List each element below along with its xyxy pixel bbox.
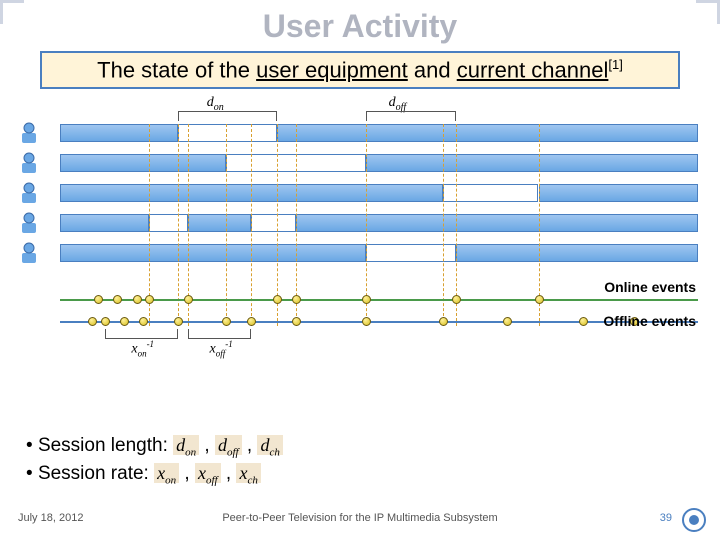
online-segment: [539, 184, 699, 202]
offline-segment: [251, 214, 296, 232]
event-dot: [184, 295, 193, 304]
timeline-rows: [0, 121, 720, 265]
math-term: dch: [257, 435, 282, 455]
event-dot: [145, 295, 154, 304]
user-icon: [18, 181, 40, 210]
offline-segment: [443, 184, 539, 202]
bullet-text: Session length:: [38, 435, 168, 456]
online-segment: [60, 154, 226, 172]
timeline-row: [0, 151, 720, 175]
timeline-row: [0, 211, 720, 235]
event-dot: [503, 317, 512, 326]
event-dot: [439, 317, 448, 326]
projection-line: [443, 124, 444, 326]
bullet-item: Session rate: xon , xoff , xch: [26, 463, 283, 487]
timeline-row: [0, 121, 720, 145]
projection-line: [251, 124, 252, 326]
event-dot: [362, 295, 371, 304]
math-term: doff: [215, 435, 242, 455]
offline-segment: [178, 124, 277, 142]
corner-decoration-tl: [0, 0, 24, 24]
event-dot: [88, 317, 97, 326]
interval-label: xoff-1: [210, 339, 233, 358]
timeline-track: [60, 154, 698, 172]
d-off-bracket: [366, 111, 455, 121]
d-on-bracket: [178, 111, 277, 121]
bullet-text: Session rate:: [38, 463, 149, 484]
projection-line: [178, 124, 179, 326]
event-dot: [362, 317, 371, 326]
footer-page-number: 39: [660, 512, 672, 524]
bullet-item: Session length: don , doff , dch: [26, 435, 283, 459]
subtitle-citation: [1]: [608, 57, 622, 72]
online-segment: [366, 154, 698, 172]
event-dot: [94, 295, 103, 304]
online-segment: [296, 214, 698, 232]
timeline-row: [0, 181, 720, 205]
timeline-track: [60, 244, 698, 262]
timeline-track: [60, 124, 698, 142]
corner-decoration-tr: [696, 0, 720, 24]
interval-label: xon-1: [131, 339, 154, 358]
interval-bracket: [105, 329, 178, 339]
online-segment: [60, 214, 149, 232]
event-dot: [535, 295, 544, 304]
event-dot: [222, 317, 231, 326]
timeline-track: [60, 214, 698, 232]
footer-logo-icon: [682, 508, 706, 535]
interval-bracket: [188, 329, 252, 339]
subtitle-text-2: and: [408, 57, 457, 82]
math-term: xch: [236, 463, 260, 483]
user-icon: [18, 211, 40, 240]
event-dot: [292, 295, 301, 304]
event-dot: [247, 317, 256, 326]
online-segment: [60, 124, 178, 142]
event-dot: [139, 317, 148, 326]
online-segment: [456, 244, 698, 262]
math-term: xoff: [195, 463, 221, 483]
event-dot: [101, 317, 110, 326]
user-icon: [18, 121, 40, 150]
subtitle-underline-2: current channel: [457, 57, 609, 82]
online-label: Online events: [604, 279, 696, 295]
online-segment: [277, 124, 698, 142]
slide-footer: July 18, 2012 Peer-to-Peer Television fo…: [0, 512, 720, 532]
math-term: xon: [154, 463, 179, 483]
event-dot: [579, 317, 588, 326]
subtitle-underline-1: user equipment: [256, 57, 408, 82]
event-dot: [133, 295, 142, 304]
online-axis: [60, 299, 698, 301]
event-dot: [452, 295, 461, 304]
offline-label: Offline events: [603, 313, 696, 329]
footer-title: Peer-to-Peer Television for the IP Multi…: [0, 512, 720, 524]
event-dot: [292, 317, 301, 326]
event-dot: [273, 295, 282, 304]
event-dot: [174, 317, 183, 326]
projection-line: [226, 124, 227, 326]
online-segment: [188, 214, 252, 232]
event-dot: [120, 317, 129, 326]
offline-segment: [149, 214, 187, 232]
online-segment: [60, 244, 366, 262]
activity-diagram: don doff Online events Offline events xo…: [0, 99, 720, 309]
event-dot: [113, 295, 122, 304]
subtitle-box: The state of the user equipment and curr…: [40, 51, 680, 89]
user-icon: [18, 151, 40, 180]
math-term: don: [173, 435, 199, 455]
timeline-row: [0, 241, 720, 265]
user-icon: [18, 241, 40, 270]
slide-title: User Activity: [0, 0, 720, 45]
subtitle-text-1: The state of the: [97, 57, 256, 82]
bullet-list: Session length: don , doff , dchSession …: [26, 435, 283, 490]
timeline-track: [60, 184, 698, 202]
offline-axis: [60, 321, 698, 323]
